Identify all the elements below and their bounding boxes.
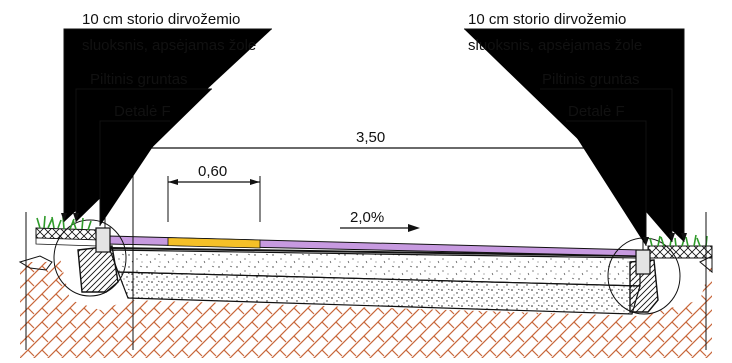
topsoil-right — [647, 245, 713, 259]
label-topsoil-right-line1: 10 cm storio dirvožemio — [468, 11, 626, 28]
dimension-total-label: 3,50 — [356, 129, 385, 146]
leader-detail-right — [566, 120, 647, 246]
label-topsoil-right-line2: sluoksnis, apsėjamas žole — [468, 37, 642, 54]
leader-detail-left — [99, 120, 170, 226]
yellow-stripe — [167, 237, 261, 249]
label-detail-left: Detalė F — [114, 103, 171, 120]
dimension-stripe-label: 0,60 — [198, 163, 227, 180]
curb-left-stone — [95, 227, 111, 253]
label-topsoil-left-line1: 10 cm storio dirvožemio — [82, 11, 240, 28]
curb-left-footing — [77, 245, 119, 293]
label-topsoil-left-line2: sluoksnis, apsėjamas žole — [82, 37, 256, 54]
slope-label: 2,0% — [350, 209, 384, 226]
label-detail-right: Detalė F — [568, 103, 625, 120]
grass-left — [36, 215, 92, 231]
curb-right-stone — [635, 249, 651, 275]
detail-circle-left — [53, 219, 127, 297]
label-fill-right: Piltinis gruntas — [542, 71, 640, 88]
label-fill-left: Piltinis gruntas — [90, 71, 188, 88]
earth-left — [20, 258, 712, 358]
